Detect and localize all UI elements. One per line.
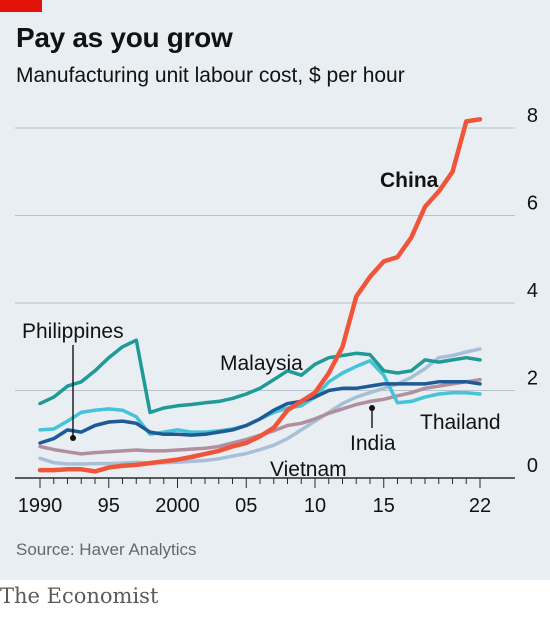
series-line-philippines [38, 380, 482, 445]
x-tick-label-2000: 2000 [155, 495, 200, 517]
chart-card: Pay as you grow Manufacturing unit labou… [0, 0, 550, 580]
label-leader-lines [70, 345, 375, 441]
series-label-vietnam: Vietnam [270, 458, 347, 481]
series-label-philippines: Philippines [22, 320, 124, 343]
leader-dot-india [369, 405, 375, 411]
series-label-malaysia: Malaysia [220, 352, 303, 375]
y-tick-label-4: 4 [527, 280, 538, 302]
series-label-china: China [380, 169, 439, 192]
x-tick-label-10: 10 [304, 495, 326, 517]
brand-red-tag [0, 0, 42, 12]
x-tick-label-05: 05 [235, 495, 257, 517]
series-line-china [37, 117, 483, 474]
leader-dot-philippines [70, 435, 76, 441]
series-lines [37, 117, 483, 474]
publication-logo: The Economist [0, 584, 159, 608]
x-tick-label-15: 15 [373, 495, 395, 517]
y-tick-label-0: 0 [527, 455, 538, 477]
series-label-thailand: Thailand [420, 411, 501, 434]
y-tick-label-2: 2 [527, 368, 538, 390]
y-axis-ticks: 0 2 4 6 8 [527, 105, 538, 477]
x-axis: 1990 95 2000 05 10 15 22 [15, 477, 515, 517]
series-labels: China Malaysia Philippines Thailand IndiaVie… [22, 169, 501, 481]
series-line-vietnam [38, 347, 482, 466]
line-chart: 0 2 4 6 8 1990 95 2000 05 10 15 22 China Malaysia Ph… [15, 105, 538, 517]
source-note: Source: Haver Analytics [16, 540, 197, 559]
x-tick-label-1990: 1990 [18, 495, 63, 517]
gridlines [15, 127, 515, 391]
chart-subtitle: Manufacturing unit labour cost, $ per ho… [16, 64, 405, 87]
chart-title: Pay as you grow [16, 22, 233, 53]
x-tick-label-22: 22 [469, 495, 491, 517]
series-label-india: India [350, 432, 396, 455]
y-tick-label-8: 8 [527, 105, 538, 127]
x-tick-label-95: 95 [98, 495, 120, 517]
y-tick-label-6: 6 [527, 193, 538, 215]
series-line-malaysia [38, 338, 482, 415]
